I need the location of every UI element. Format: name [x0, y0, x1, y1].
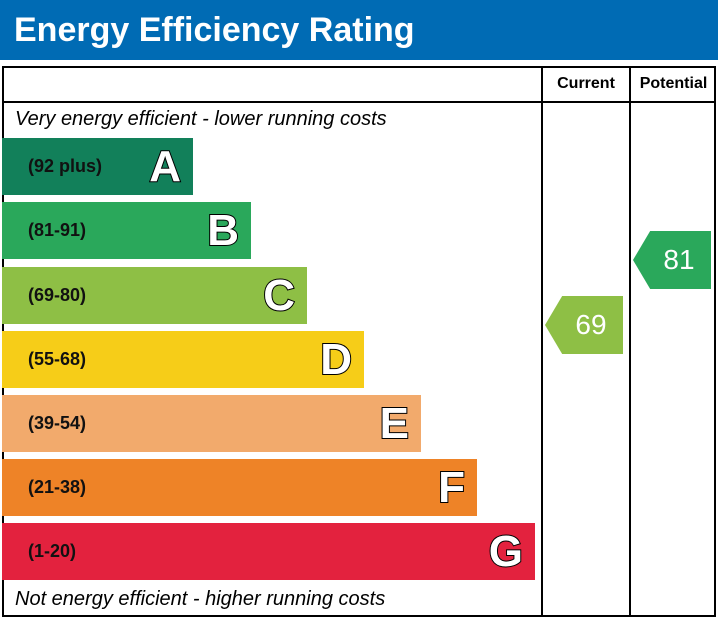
- column-divider: [541, 66, 543, 617]
- band-d: (55-68) D: [2, 331, 364, 388]
- top-note: Very energy efficient - lower running co…: [15, 108, 387, 130]
- band-range: (69-80): [28, 285, 87, 305]
- band-range: (1-20): [28, 541, 77, 561]
- band-letter: D: [319, 334, 353, 385]
- band-range: (39-54): [28, 413, 87, 433]
- band-letter: A: [148, 141, 182, 192]
- chart-title: Energy Efficiency Rating: [0, 0, 718, 60]
- band-a: (92 plus) A: [2, 138, 193, 195]
- band-b: (81-91) B: [2, 202, 251, 259]
- band-letter: F: [437, 462, 466, 513]
- band-range: (21-38): [28, 477, 87, 497]
- column-divider: [629, 66, 631, 617]
- column-header-potential: Potential: [639, 75, 708, 92]
- current-rating-arrow: 69: [545, 296, 623, 354]
- bottom-note: Not energy efficient - higher running co…: [15, 588, 386, 610]
- band-range: (92 plus): [28, 156, 103, 176]
- band-g: (1-20) G: [2, 523, 535, 580]
- band-letter: C: [262, 270, 296, 321]
- band-letter: G: [488, 526, 524, 577]
- header-divider: [2, 101, 716, 103]
- band-e: (39-54) E: [2, 395, 421, 452]
- column-header-current: Current: [557, 75, 615, 92]
- potential-rating-arrow: 81: [633, 231, 711, 289]
- band-c: (69-80) C: [2, 267, 307, 324]
- band-range: (55-68): [28, 349, 87, 369]
- band-f: (21-38) F: [2, 459, 477, 516]
- band-letter: B: [206, 205, 240, 256]
- band-letter: E: [379, 398, 410, 449]
- band-range: (81-91): [28, 220, 87, 240]
